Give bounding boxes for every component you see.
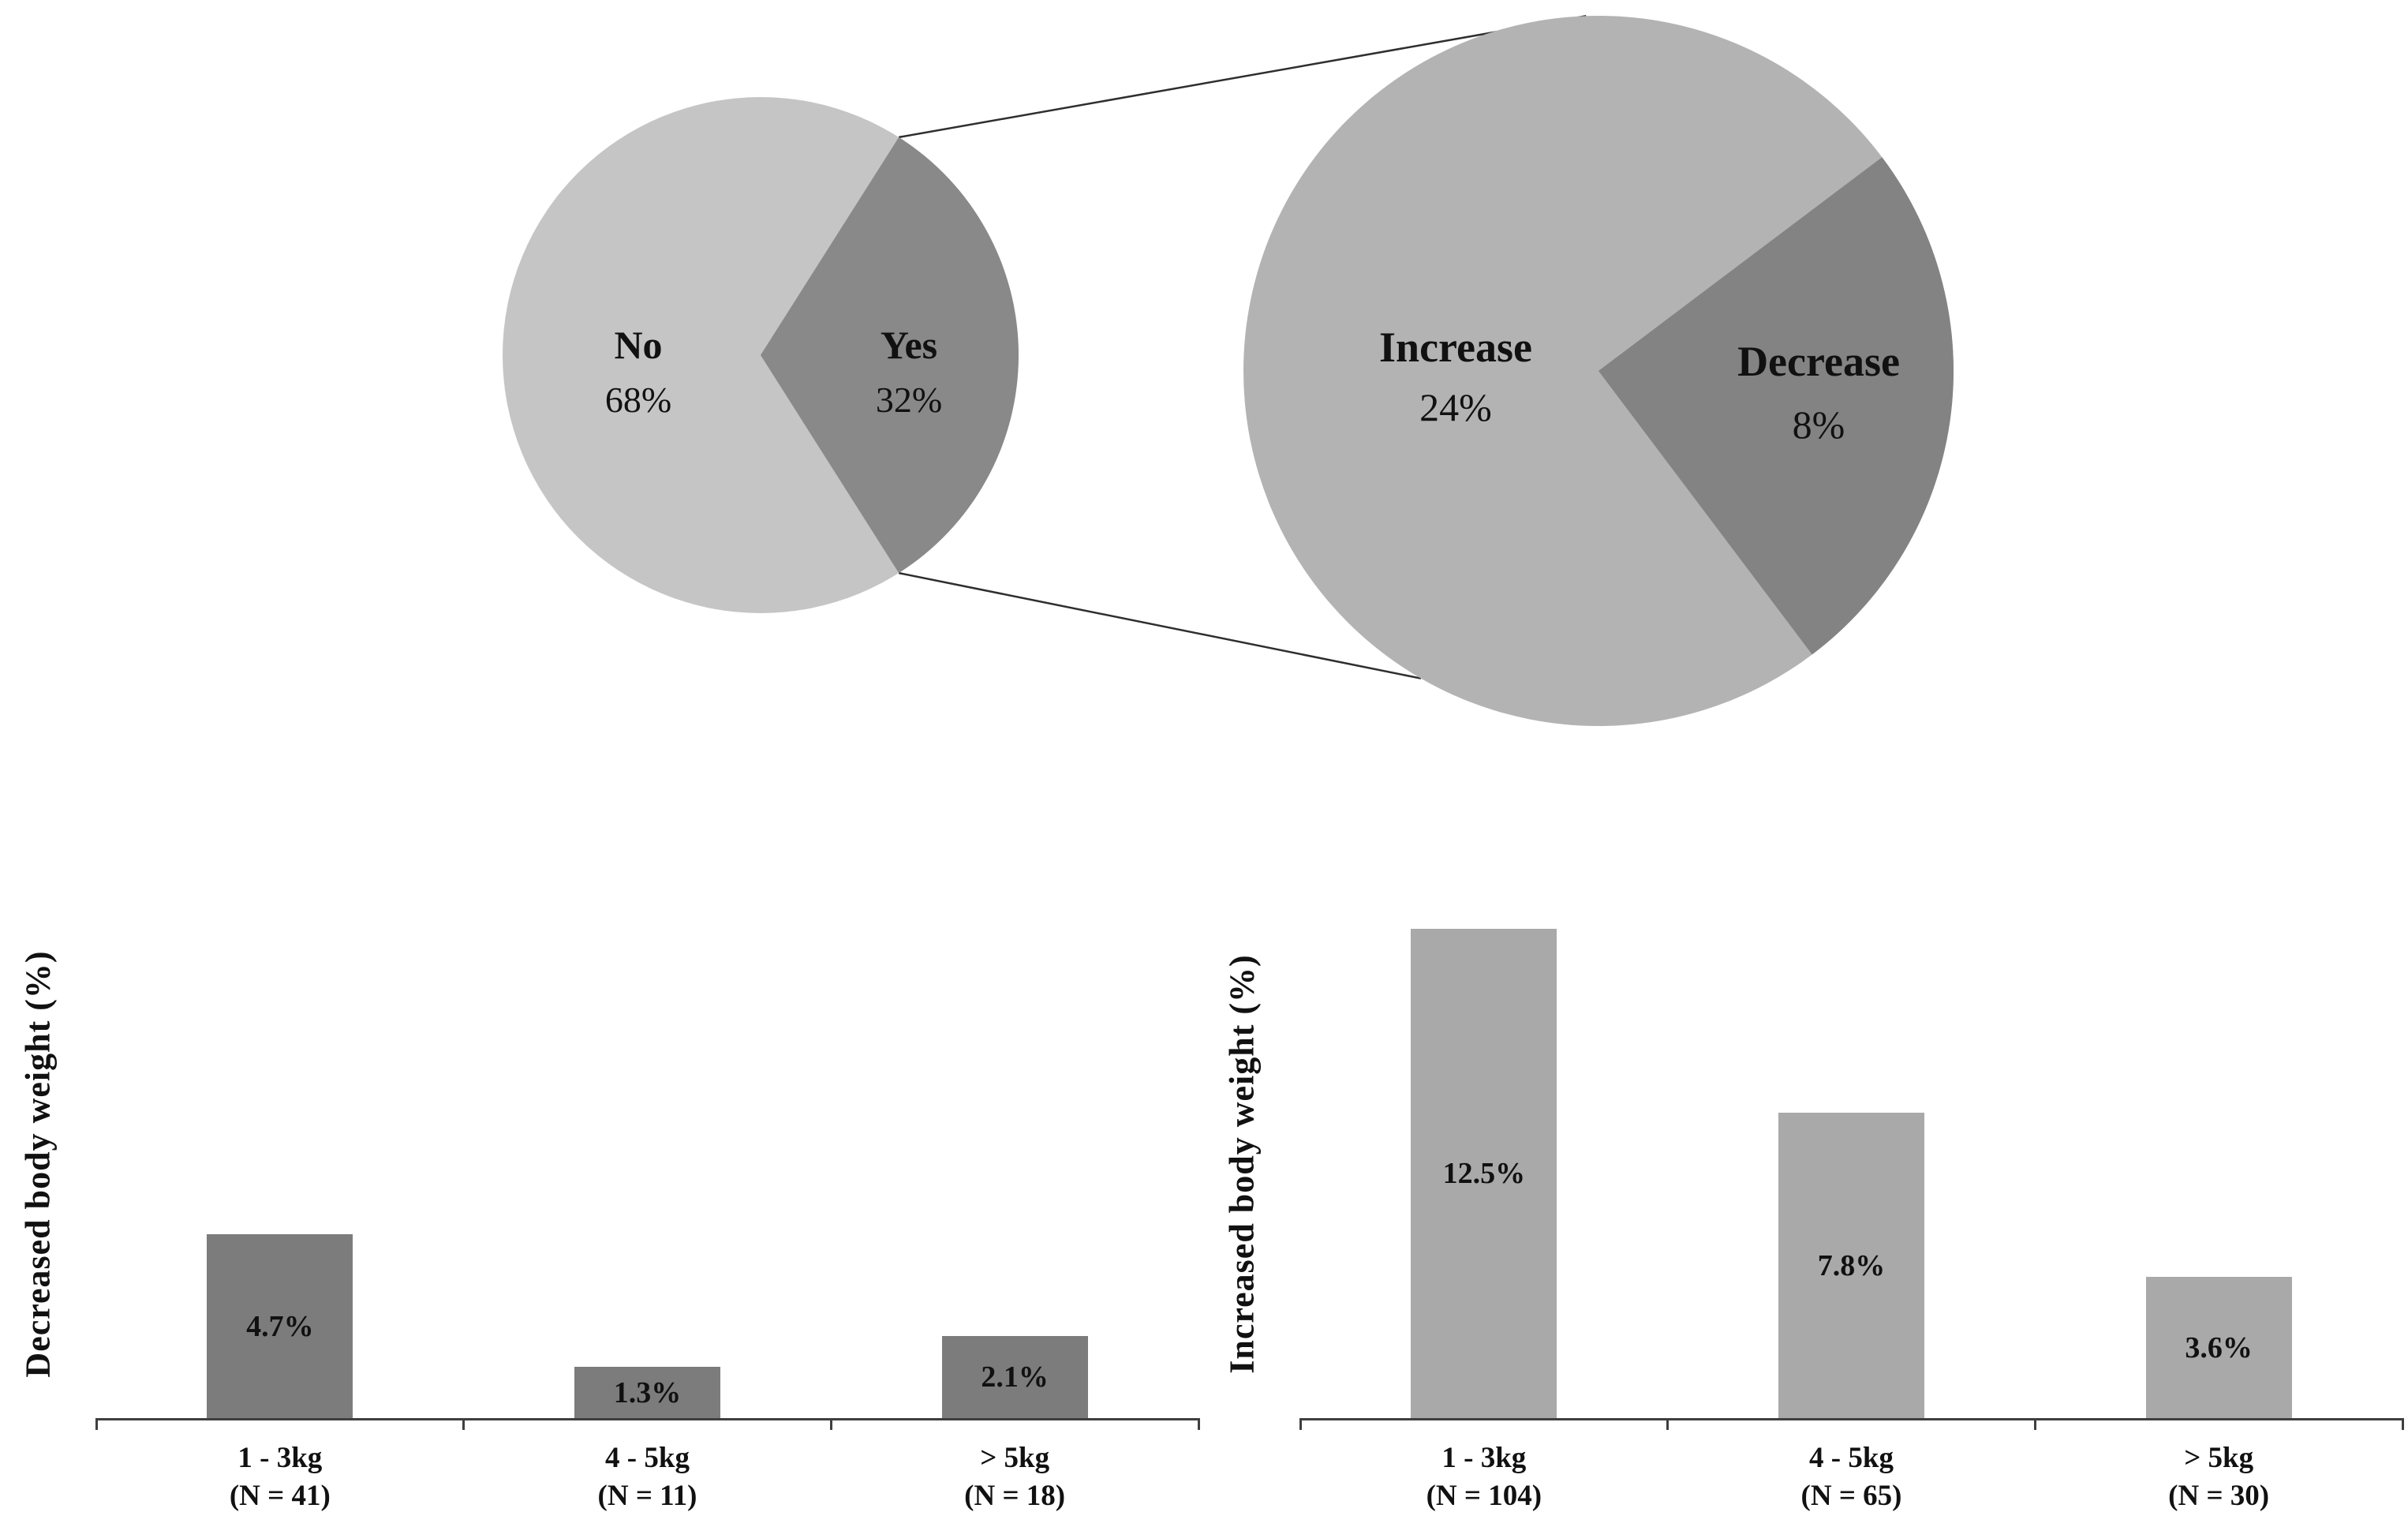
- right-chart-bar-value: 7.8%: [1817, 1248, 1886, 1282]
- left-chart-bar-value: 4.7%: [246, 1309, 314, 1343]
- left-chart-bar: [207, 1234, 353, 1418]
- left-chart-bar: [941, 1336, 1088, 1418]
- right-chart-axis-tick: [1299, 1418, 1302, 1430]
- left-chart-axis-tick: [462, 1418, 466, 1430]
- increase-slice-label: Increase: [1379, 324, 1532, 371]
- connector-line-bottom: [898, 571, 1422, 679]
- category-range: > 5kg: [2184, 1442, 2254, 1474]
- right-chart-category-label: 1 - 3kg (N = 104): [1426, 1439, 1542, 1515]
- decrease-slice: [1598, 157, 1954, 655]
- right-chart-bar: [1411, 929, 1557, 1418]
- right-chart-bar: [2145, 1277, 2292, 1418]
- left-chart-axis-tick: [95, 1418, 98, 1430]
- left-chart-x-axis: [96, 1418, 1198, 1420]
- category-range: 1 - 3kg: [1441, 1442, 1527, 1474]
- pie-of-pie-graphic: [503, 15, 1954, 726]
- left-chart-axis-tick: [829, 1418, 832, 1430]
- right-chart-category-label: 4 - 5kg (N = 65): [1801, 1439, 1902, 1515]
- left-chart-category-label: > 5kg (N = 18): [964, 1439, 1065, 1515]
- right-chart-bar-value: 3.6%: [2185, 1331, 2253, 1364]
- left-chart-bar: [574, 1367, 720, 1418]
- right-chart-category-label: > 5kg (N = 30): [2168, 1439, 2269, 1515]
- yes-slice: [761, 137, 1019, 574]
- right-chart-axis-tick: [1666, 1418, 1670, 1430]
- category-n: (N = 104): [1426, 1480, 1542, 1513]
- category-range: 1 - 3kg: [237, 1442, 323, 1474]
- category-n: (N = 11): [597, 1480, 697, 1513]
- left-chart-bar-value: 2.1%: [981, 1360, 1049, 1394]
- yes-slice-percent: 32%: [875, 380, 943, 420]
- right-chart-axis-tick: [2033, 1418, 2036, 1430]
- right-chart-x-axis: [1300, 1418, 2402, 1420]
- connector-line-top: [898, 15, 1587, 139]
- category-range: 4 - 5kg: [1809, 1442, 1894, 1474]
- yes-slice-label: Yes: [880, 323, 938, 367]
- category-n: (N = 30): [2168, 1480, 2270, 1513]
- right-chart-bar-value: 12.5%: [1442, 1157, 1526, 1190]
- category-range: 4 - 5kg: [605, 1442, 690, 1474]
- no-slice-label: No: [614, 323, 663, 367]
- category-n: (N = 65): [1800, 1480, 1902, 1513]
- category-n: (N = 41): [229, 1480, 331, 1513]
- no-slice-percent: 68%: [604, 380, 672, 420]
- decrease-slice-label: Decrease: [1737, 338, 1900, 385]
- left-chart-category-label: 1 - 3kg (N = 41): [230, 1439, 331, 1515]
- category-range: > 5kg: [980, 1442, 1050, 1474]
- category-n: (N = 18): [964, 1480, 1066, 1513]
- right-chart-bar: [1778, 1113, 1924, 1418]
- increase-slice-percent: 24%: [1419, 385, 1492, 429]
- left-chart-axis-tick: [1197, 1418, 1200, 1430]
- decrease-slice-percent: 8%: [1792, 402, 1845, 447]
- left-chart-category-label: 4 - 5kg (N = 11): [598, 1439, 697, 1515]
- left-chart-bar-value: 1.3%: [613, 1375, 682, 1409]
- right-chart-axis-tick: [2401, 1418, 2404, 1430]
